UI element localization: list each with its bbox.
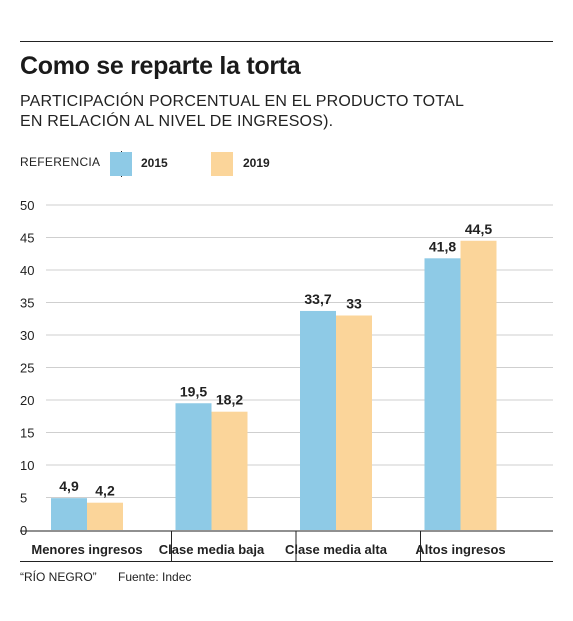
- y-tick-label: 30: [20, 328, 34, 343]
- data-label: 4,2: [95, 483, 115, 499]
- y-tick-label: 25: [20, 361, 34, 376]
- y-tick-label: 5: [20, 491, 27, 506]
- data-label: 18,2: [216, 392, 243, 408]
- labels-layer: 4,9 4,2 19,5 18,2 33,7 33 41,8 44,5: [59, 221, 492, 499]
- top-rule: [20, 41, 553, 42]
- footer-rule: [20, 561, 553, 562]
- bar-2019-2: [336, 315, 372, 530]
- data-label: 33: [346, 296, 362, 312]
- y-tick-label: 35: [20, 296, 34, 311]
- x-tick-label: Menores ingresos: [31, 542, 142, 557]
- axis-layer: 05101520253035404550Menores ingresosClas…: [20, 198, 553, 561]
- data-label: 44,5: [465, 221, 492, 237]
- x-tick-label: Clase media baja: [159, 542, 265, 557]
- bar-2019-1: [211, 411, 248, 530]
- credit-label: Fuente: Indec: [118, 570, 192, 584]
- x-tick-label: Clase media alta: [285, 542, 388, 557]
- subtitle-line-2: EN RELACIÓN AL NIVEL DE INGRESOS).: [20, 113, 334, 130]
- bar-2015-1: [175, 403, 212, 530]
- y-tick-label: 50: [20, 198, 34, 213]
- y-tick-label: 45: [20, 231, 34, 246]
- data-label: 41,8: [429, 238, 456, 254]
- bar-2015-3: [424, 258, 461, 530]
- chart-title: Como se reparte la torta: [20, 52, 301, 80]
- legend-label: REFERENCIA: [20, 155, 101, 169]
- bar-2015-0: [51, 498, 87, 530]
- bar-2019-3: [460, 240, 497, 530]
- legend: REFERENCIA 2015 2019: [20, 151, 553, 177]
- y-tick-label: 15: [20, 426, 34, 441]
- y-tick-label: 20: [20, 393, 34, 408]
- legend-swatch-2019: [211, 152, 233, 176]
- bar-2019-0: [87, 502, 123, 530]
- chart-subtitle: PARTICIPACIÓN PORCENTUAL EN EL PRODUCTO …: [20, 92, 464, 132]
- data-label: 4,9: [59, 478, 79, 494]
- bars-layer: [51, 240, 497, 530]
- x-tick-label: Altos ingresos: [415, 542, 505, 557]
- legend-swatch-2015: [110, 152, 132, 176]
- data-label: 19,5: [180, 383, 207, 399]
- data-label: 33,7: [304, 291, 331, 307]
- legend-label-2015: 2015: [141, 156, 168, 170]
- y-tick-label: 40: [20, 263, 34, 278]
- subtitle-line-1: PARTICIPACIÓN PORCENTUAL EN EL PRODUCTO …: [20, 93, 465, 110]
- legend-label-2019: 2019: [243, 156, 270, 170]
- bar-2015-2: [300, 310, 336, 530]
- source-label: “RÍO NEGRO”: [20, 570, 97, 584]
- y-tick-label: 10: [20, 458, 34, 473]
